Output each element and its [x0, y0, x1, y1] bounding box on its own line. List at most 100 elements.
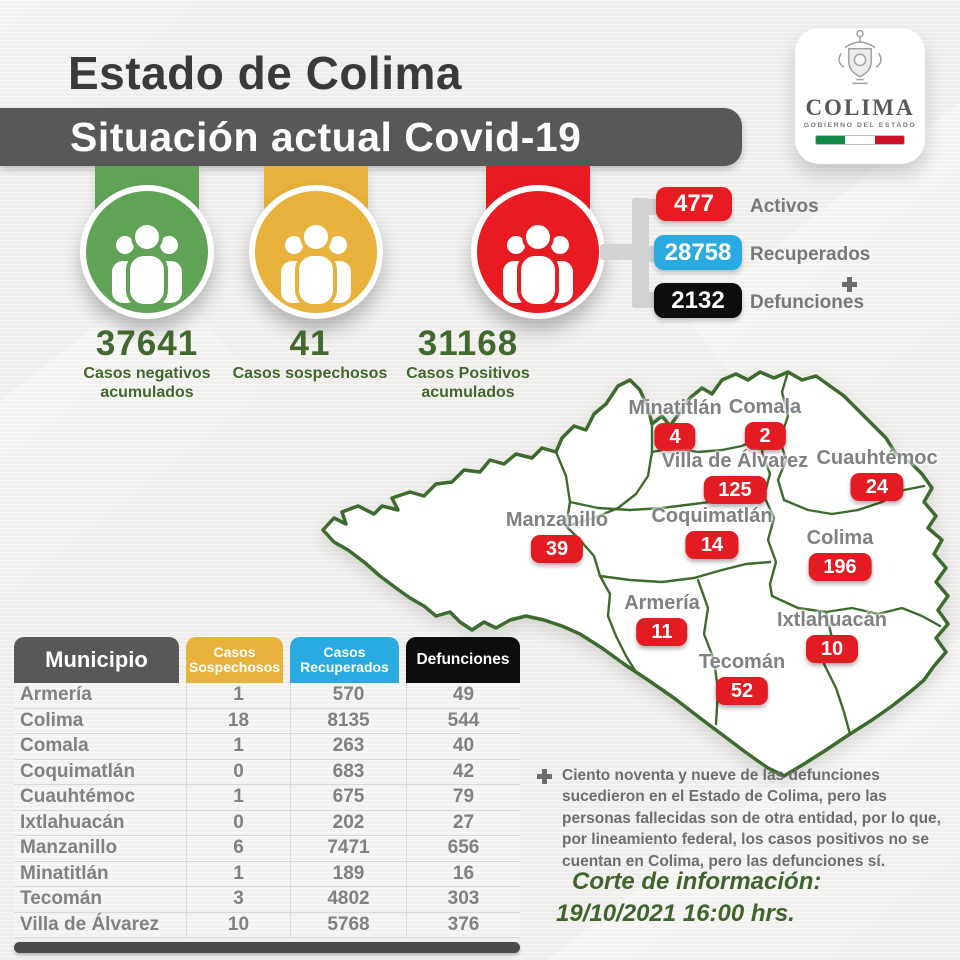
negativos-value: 37641	[95, 324, 199, 363]
cell-defunciones: 42	[406, 759, 520, 784]
cell-sospechosos: 6	[186, 836, 290, 861]
cell-recuperados: 202	[290, 810, 406, 835]
colima-state-map: Minatitlán 4 Comala 2 Villa de Álvarez 1…	[318, 368, 960, 780]
table-row: Ixtlahuacán 0 202 27	[14, 810, 520, 836]
table-row: Armería 1 570 49	[14, 683, 520, 709]
table-row: Villa de Álvarez 10 5768 376	[14, 912, 520, 938]
cell-recuperados: 5768	[290, 912, 406, 937]
cell-municipio: Ixtlahuacán	[20, 811, 125, 833]
case-count-pill: 2	[744, 422, 786, 450]
footnote-plus-icon	[537, 769, 552, 784]
cutoff-datetime: 19/10/2021 16:00 hrs.	[556, 900, 795, 928]
cell-defunciones: 49	[406, 683, 520, 708]
cell-defunciones: 16	[406, 861, 520, 886]
cell-sospechosos: 18	[186, 708, 290, 733]
cell-municipio: Colima	[20, 709, 84, 731]
positivos-value: 31168	[417, 324, 519, 363]
cell-sospechosos: 0	[186, 810, 290, 835]
cell-municipio: Manzanillo	[20, 837, 118, 859]
cell-municipio: Comala	[20, 735, 89, 757]
negativos-label: Casos negativos acumulados	[83, 365, 211, 402]
case-count-pill: 24	[850, 473, 904, 501]
subtitle-banner-label: Situación actual Covid-19	[70, 113, 582, 160]
bracket-connector	[600, 244, 640, 260]
table-row: Minatitlán 1 189 16	[14, 861, 520, 887]
flag-green-segment	[816, 136, 846, 144]
cell-municipio: Cuauhtémoc	[20, 786, 136, 808]
people-group-icon	[249, 185, 383, 319]
cell-recuperados: 8135	[290, 708, 406, 733]
map-label-minatitlan: Minatitlán 4	[628, 398, 722, 451]
cutoff-label: Corte de información:	[572, 868, 822, 895]
map-label-armeria: Armería 11	[624, 593, 700, 646]
defunciones-pill: 2132	[654, 283, 742, 318]
cell-recuperados: 263	[290, 734, 406, 759]
cell-recuperados: 683	[290, 759, 406, 784]
sospechosos-value: 41	[289, 324, 331, 363]
recuperados-label: Recuperados	[750, 244, 871, 265]
municipio-data-table: Municipio Casos Sospechosos Casos Recupe…	[14, 637, 520, 953]
coat-of-arms-icon	[831, 28, 889, 93]
case-count-pill: 14	[685, 531, 739, 559]
logo-wordmark: COLIMA	[805, 95, 915, 120]
cell-recuperados: 570	[290, 683, 406, 708]
case-count-pill: 52	[715, 677, 769, 705]
table-row: Tecomán 3 4802 303	[14, 887, 520, 913]
case-count-pill: 125	[703, 476, 767, 504]
case-count-pill: 10	[805, 635, 859, 663]
flag-white-segment	[845, 136, 875, 144]
recuperados-pill: 28758	[654, 235, 742, 270]
map-label-manzanillo: Manzanillo 39	[506, 510, 608, 563]
case-count-pill: 39	[530, 535, 584, 563]
map-label-villa-de-alvarez: Villa de Álvarez 125	[662, 451, 808, 504]
activos-pill: 477	[656, 187, 732, 221]
activos-label: Activos	[750, 196, 819, 217]
map-label-ixtlahuacan: Ixtlahuacán 10	[777, 610, 887, 663]
defunciones-label: Defunciones	[750, 292, 865, 313]
table-row: Cuauhtémoc 1 675 79	[14, 785, 520, 811]
cell-sospechosos: 10	[186, 912, 290, 937]
map-label-tecoman: Tecomán 52	[699, 652, 785, 705]
cell-sospechosos: 1	[186, 861, 290, 886]
cell-sospechosos: 1	[186, 785, 290, 810]
header-municipio: Municipio	[14, 637, 179, 683]
table-row: Manzanillo 6 7471 656	[14, 836, 520, 862]
mexico-flag-bar	[815, 135, 905, 145]
cell-recuperados: 675	[290, 785, 406, 810]
header-casos-recuperados: Casos Recuperados	[290, 637, 399, 683]
positivos-label: Casos Positivos acumulados	[406, 365, 530, 402]
flag-red-segment	[874, 136, 904, 144]
government-logo: COLIMA GOBIERNO DEL ESTADO	[795, 28, 925, 164]
cell-municipio: Tecomán	[20, 888, 103, 910]
map-label-coquimatlan: Coquimatlán 14	[651, 506, 773, 559]
logo-subtitle: GOBIERNO DEL ESTADO	[803, 122, 917, 129]
case-count-pill: 11	[636, 618, 688, 646]
people-group-icon	[80, 185, 214, 319]
map-label-cuauhtemoc: Cuauhtémoc 24	[816, 448, 938, 501]
map-label-comala: Comala 2	[729, 397, 801, 450]
footnote-text: Ciento noventa y nueve de las defuncione…	[562, 767, 941, 870]
case-count-pill: 4	[654, 423, 696, 451]
cell-sospechosos: 0	[186, 759, 290, 784]
cell-recuperados: 189	[290, 861, 406, 886]
table-row: Comala 1 263 40	[14, 734, 520, 760]
cell-recuperados: 4802	[290, 887, 406, 912]
sospechosos-label: Casos sospechosos	[232, 365, 388, 382]
state-outline-map	[321, 370, 950, 778]
cell-defunciones: 79	[406, 785, 520, 810]
cell-defunciones: 40	[406, 734, 520, 759]
cell-defunciones: 544	[406, 708, 520, 733]
header-defunciones: Defunciones	[406, 637, 520, 683]
cell-defunciones: 376	[406, 912, 520, 937]
cell-municipio: Villa de Álvarez	[20, 913, 160, 935]
cell-sospechosos: 1	[186, 683, 290, 708]
cell-sospechosos: 1	[186, 734, 290, 759]
map-label-colima: Colima 196	[807, 528, 873, 581]
cell-recuperados: 7471	[290, 836, 406, 861]
data-cutoff: Corte de información: 19/10/2021 16:00 h…	[556, 866, 821, 931]
header-casos-sospechosos: Casos Sospechosos	[186, 637, 283, 683]
cell-sospechosos: 3	[186, 887, 290, 912]
cell-defunciones: 303	[406, 887, 520, 912]
footnote-plus-icon	[842, 277, 857, 292]
